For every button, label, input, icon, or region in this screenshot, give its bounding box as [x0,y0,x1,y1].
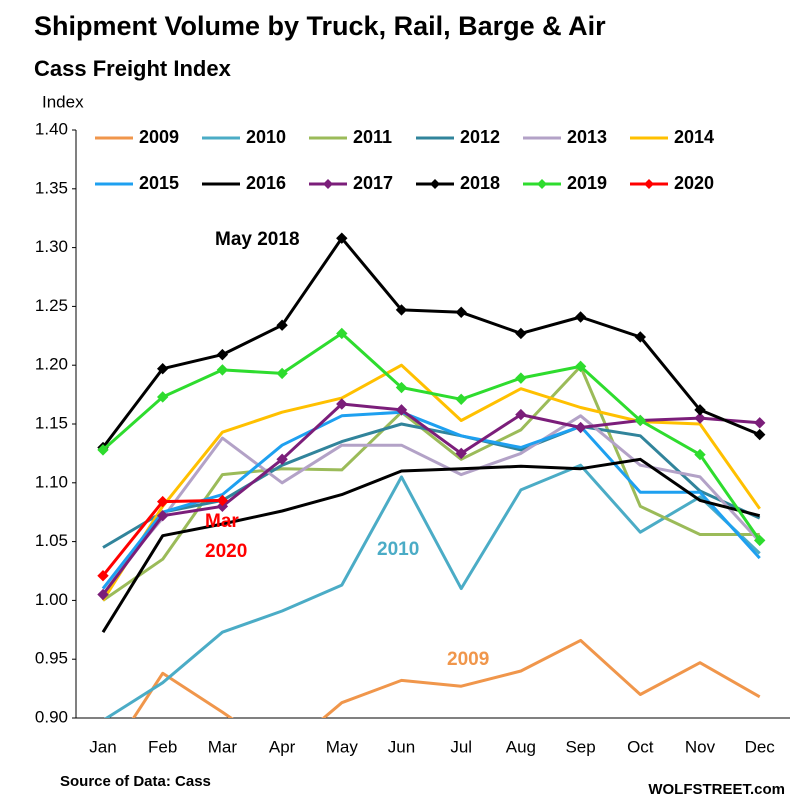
legend-label: 2011 [353,127,392,147]
y-tick-label: 1.25 [35,296,68,315]
legend-marker [537,179,547,189]
y-tick-label: 0.90 [35,707,68,726]
x-tick-label: Feb [148,737,177,756]
chart-title: Shipment Volume by Truck, Rail, Barge & … [34,11,606,41]
data-point [216,500,229,513]
series-line [102,331,761,542]
data-point [753,428,766,441]
data-point [515,372,527,384]
data-point [634,331,647,343]
annotation: 2010 [377,539,419,560]
data-point [694,448,706,461]
data-point [156,510,169,522]
data-point [455,306,467,318]
annotation: Mar [205,511,239,532]
series-line [102,364,760,602]
y-tick-label: 1.10 [35,472,68,491]
data-point [156,363,169,375]
series-line [101,457,761,633]
series-line [101,236,761,449]
y-tick-label: 1.20 [35,355,68,374]
data-point [97,588,109,601]
legend-label: 2019 [567,173,607,193]
data-point [336,327,348,340]
x-tick-label: Mar [208,737,238,756]
data-point [634,414,647,427]
data-point [395,404,408,416]
data-point [455,393,467,406]
data-point [216,364,229,376]
data-point [455,447,467,460]
data-point [97,569,109,582]
y-tick-label: 1.40 [35,119,68,138]
data-point [753,417,766,429]
x-tick-label: Jan [89,737,116,756]
series-line [101,410,761,590]
data-point [574,421,587,434]
legend-marker [430,179,440,189]
annotation: 2009 [447,649,489,670]
legend-label: 2013 [567,127,607,147]
x-tick-label: Dec [745,737,776,756]
y-tick-label: 1.30 [35,237,68,256]
data-point [753,534,766,547]
y-tick-label: 1.00 [35,590,68,609]
data-point [515,327,527,340]
legend-marker [323,179,333,189]
x-tick-label: Jun [388,737,415,756]
x-tick-label: Apr [269,737,296,756]
annotation: 2020 [205,541,247,562]
plot-area [97,232,766,718]
data-point [694,412,706,424]
data-point [395,381,408,394]
x-tick-label: Sep [565,737,595,756]
y-tick-label: 1.35 [35,178,68,197]
data-point [395,304,408,316]
data-point [336,398,348,410]
data-point [276,453,288,465]
legend-label: 2020 [674,173,714,193]
legend-label: 2015 [139,173,179,193]
data-point [694,404,706,416]
legend-label: 2010 [246,127,286,147]
legend-marker [644,179,654,189]
series-line [101,363,761,602]
x-tick-label: Aug [506,737,536,756]
x-tick-label: Jul [450,737,472,756]
chart-subtitle: Cass Freight Index [34,56,232,81]
y-tick-label: 0.95 [35,649,68,668]
data-point [216,494,229,507]
x-tick-label: Nov [685,737,716,756]
y-tick-label: 1.15 [35,413,68,432]
data-point [515,408,527,421]
y-tick-label: 1.05 [35,531,68,550]
annotation: May 2018 [215,229,300,250]
x-tick-label: Oct [627,737,654,756]
legend-label: 2012 [460,127,500,147]
data-point [574,360,587,373]
legend-label: 2014 [674,127,714,147]
x-tick-label: May [326,737,359,756]
data-point [574,311,587,323]
series-line [101,402,760,596]
credit: WOLFSTREET.com [648,781,785,798]
legend-label: 2009 [139,127,179,147]
data-point [276,319,288,331]
y-axis-label: Index [42,92,84,111]
data-point [156,391,169,403]
legend-label: 2017 [353,173,393,193]
data-point [216,348,229,361]
data-point [336,232,348,244]
series-line [131,638,761,718]
data-point [97,444,109,456]
data-point [276,367,288,380]
series-line [103,463,761,718]
legend-label: 2016 [246,173,286,193]
data-point [156,495,169,508]
source: Source of Data: Cass [60,773,211,790]
legend-label: 2018 [460,173,500,193]
